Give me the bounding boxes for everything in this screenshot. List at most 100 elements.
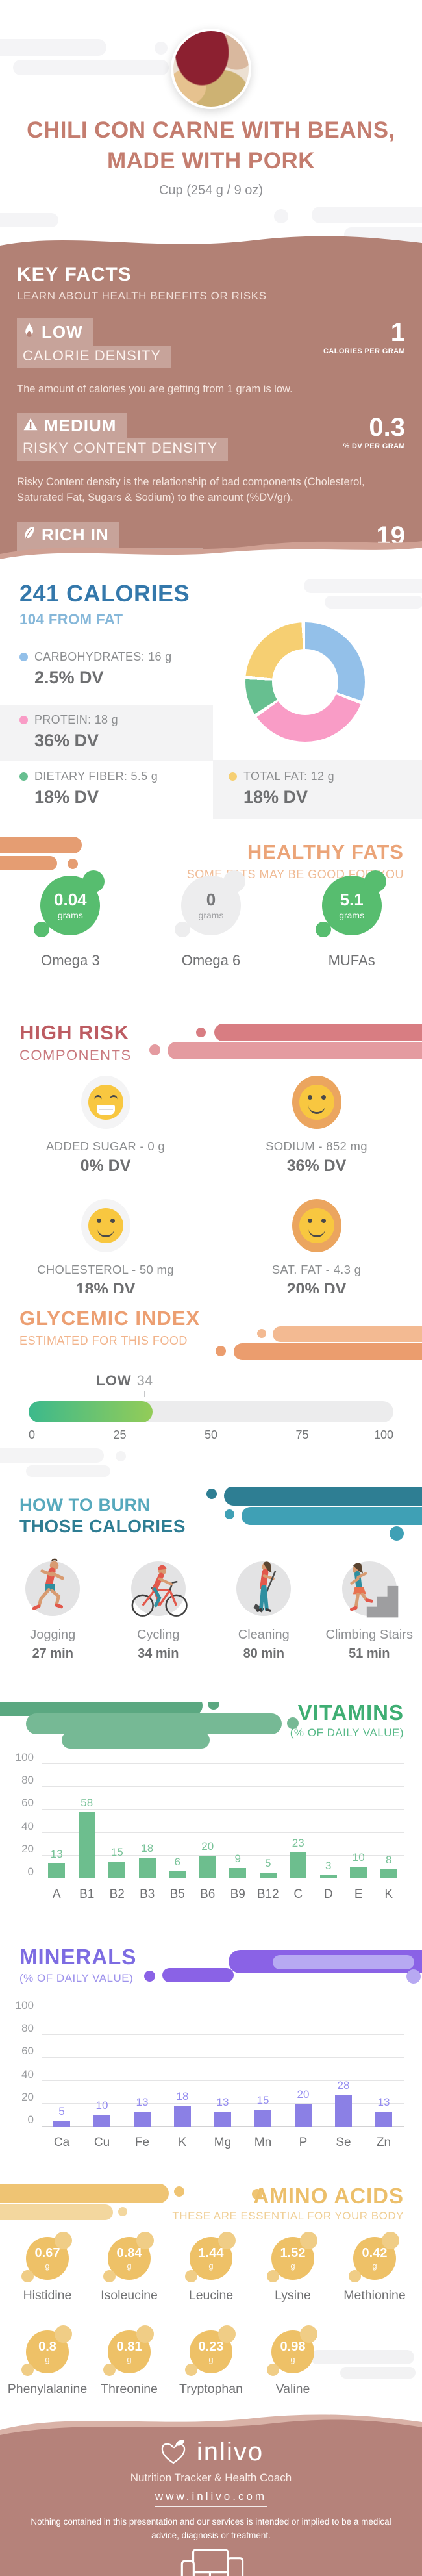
bar-category: D (323, 1888, 333, 1901)
legend-item: CARBOHYDRATES: 16 g 2.5% DV (19, 650, 171, 688)
amino-name: Methionine (343, 2288, 406, 2303)
bar-group-Cu: 10 (92, 2099, 112, 2127)
risk-label: SODIUM - 852 mg (266, 1139, 367, 1153)
fact-level-label: LOW (42, 322, 83, 342)
fat-value: 5.1 (340, 889, 364, 909)
bar (335, 2095, 352, 2127)
decorative-blob (0, 2204, 113, 2220)
glycemic-index-section: GLYCEMIC INDEX ESTIMATED FOR THIS FOOD L… (0, 1293, 422, 1487)
bar (138, 1858, 156, 1878)
section-subtitle: THESE ARE ESSENTIAL FOR YOUR BODY (172, 2210, 404, 2222)
website-link[interactable]: www.inlivo.com (155, 2490, 267, 2507)
bar (380, 1869, 397, 1878)
legend-dot (229, 772, 237, 781)
amino-value: 1.44 (198, 2246, 224, 2260)
face-eye (307, 1219, 312, 1223)
legend-dv: 36% DV (34, 731, 99, 750)
fact-label: RISKY CONTENT DENSITY (17, 438, 229, 461)
bar-group-D: 3 (318, 1860, 339, 1878)
bar-category: B6 (200, 1888, 216, 1901)
bar-category: Mg (214, 2136, 232, 2149)
fact-description: The amount of calories you are getting f… (17, 383, 293, 395)
food-photo (171, 29, 251, 109)
bar-category: B2 (109, 1888, 125, 1901)
decorative-blob (118, 2207, 127, 2216)
legend-name: PROTEIN: 18 g (34, 713, 118, 726)
risk-item: CHOLESTEROL - 50 mg 18% DV (8, 1199, 203, 1293)
key-facts-list: LOW CALORIE DENSITY 1 CALORIES PER GRAM The … (17, 318, 405, 567)
bar-value: 8 (386, 1854, 392, 1866)
fact-level-label: MEDIUM (44, 415, 117, 435)
fact-badges: MEDIUM RISKY CONTENT DENSITY (17, 412, 229, 461)
fact-value-unit: CALORIES PER GRAM (323, 347, 405, 355)
bar (375, 2112, 392, 2127)
bar-value: 18 (141, 1842, 154, 1854)
amino-name: Valine (275, 2382, 310, 2396)
y-axis-label: 40 (21, 2068, 34, 2080)
decorative-blob (390, 1526, 404, 1541)
fat-blob: 5.1 grams (315, 870, 386, 937)
activity-item: Cycling 34 min (130, 1552, 188, 1661)
legend-name: DIETARY FIBER: 5.5 g (34, 770, 158, 783)
section-title: KEY FACTS (17, 264, 132, 285)
amino-unit: g (127, 2261, 132, 2271)
activity-name: Cleaning (238, 1628, 290, 1642)
amino-blob: 0.84 g (103, 2232, 154, 2282)
bar-category: E (354, 1888, 363, 1901)
decorative-blob (0, 39, 106, 56)
bar (108, 1862, 126, 1878)
amino-item: 0.23 g Tryptophan (170, 2325, 252, 2397)
amino-unit: g (208, 2355, 214, 2364)
amino-value: 1.52 (280, 2246, 306, 2260)
decorative-blob (406, 1969, 421, 1984)
amino-acids-section: AMINO ACIDS THESE ARE ESSENTIAL FOR YOUR… (0, 2182, 422, 2406)
section-subtitle: ESTIMATED FOR THIS FOOD (19, 1334, 188, 1347)
decorative-blob (287, 1717, 299, 1729)
fat-name: Omega 6 (181, 952, 241, 968)
calories-section: 241 CALORIES 104 FROM FAT CARBOHYDRATES:… (0, 567, 422, 831)
bar (93, 2115, 110, 2127)
face-eye (307, 1095, 312, 1100)
activity-circle (341, 1561, 399, 1618)
warning-icon (23, 416, 38, 435)
leaf-icon (23, 525, 36, 544)
legend-name: TOTAL FAT: 12 g (243, 770, 334, 783)
face-eye (96, 1219, 101, 1223)
decorative-blob (273, 1326, 422, 1342)
bar (254, 2110, 271, 2127)
activity-minutes: 51 min (349, 1647, 390, 1661)
wave-divider (0, 541, 422, 567)
bar-value: 20 (297, 2088, 310, 2101)
bar-value: 13 (136, 2096, 149, 2108)
activity-minutes: 27 min (32, 1647, 73, 1661)
bar (134, 2112, 151, 2127)
amino-item: 0.8 g Phenylalanine (6, 2325, 88, 2397)
bar (174, 2106, 191, 2127)
gi-scale-label: 75 (295, 1428, 309, 1441)
fat-unit: grams (198, 910, 224, 921)
healthy-fats-section: HEALTHY FATS SOME FATS MAY BE GOOD FOR Y… (0, 831, 422, 1013)
gridline (42, 1832, 404, 1833)
amino-unit: g (208, 2261, 214, 2271)
gi-scale-label: 100 (373, 1428, 393, 1441)
fact-level: RICH IN (17, 522, 119, 548)
bar-value: 23 (292, 1837, 304, 1849)
amino-name: Phenylalanine (7, 2382, 88, 2396)
amino-name: Isoleucine (101, 2288, 158, 2303)
gridline (42, 2034, 404, 2035)
bar-category: B1 (79, 1888, 95, 1901)
gridline (42, 2103, 404, 2104)
amino-name: Leucine (188, 2288, 234, 2303)
calories-subtitle: 104 FROM FAT (19, 611, 123, 627)
bar-group-B1: 58 (77, 1797, 97, 1878)
gridline (42, 1786, 404, 1787)
decorative-blob (0, 856, 57, 870)
fact-row: LOW CALORIE DENSITY 1 CALORIES PER GRAM The … (17, 318, 405, 398)
high-risk-list: ADDED SUGAR - 0 g 0% DV SODIUM - 852 mg 36%… (0, 1076, 422, 1293)
decorative-blob (0, 837, 82, 853)
amino-item: 0.81 g Threonine (88, 2325, 170, 2397)
legend-dot (19, 653, 28, 661)
legend-highlight-band (0, 705, 213, 761)
fat-name: Omega 3 (41, 952, 100, 968)
bar-value: 9 (234, 1852, 241, 1865)
